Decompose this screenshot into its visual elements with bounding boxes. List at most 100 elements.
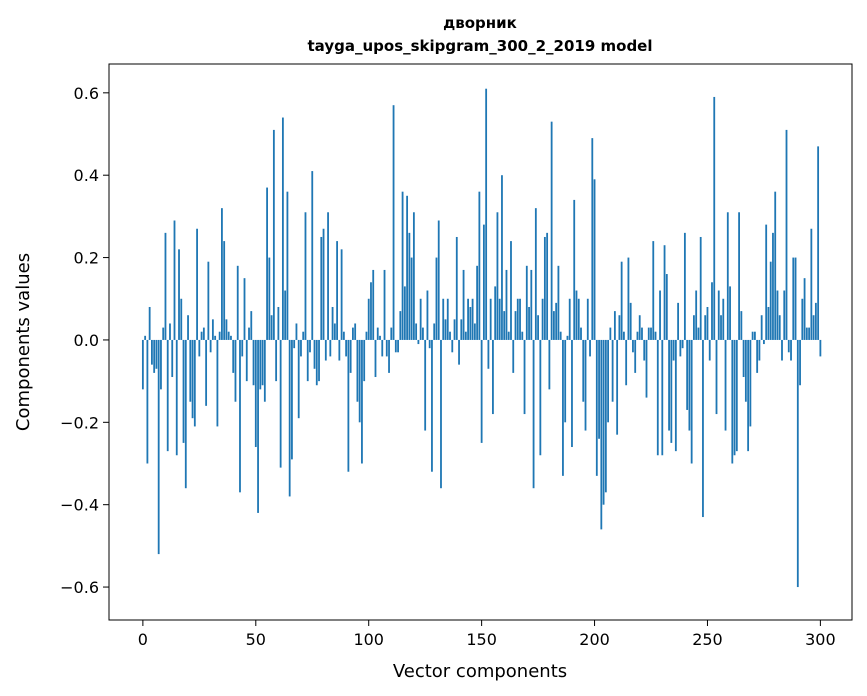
bar	[160, 339, 162, 390]
bar	[318, 339, 320, 382]
bar	[153, 339, 156, 373]
bar	[625, 339, 628, 386]
bar	[347, 339, 350, 472]
bar	[659, 290, 661, 340]
bar	[720, 315, 722, 340]
bar	[464, 331, 467, 340]
bar	[169, 323, 171, 340]
bar	[575, 290, 578, 340]
bar	[742, 339, 745, 378]
bar	[311, 171, 314, 340]
bar	[697, 327, 700, 340]
bar	[482, 224, 485, 340]
bar	[146, 339, 149, 464]
bar	[230, 335, 232, 340]
bar	[336, 241, 338, 340]
bar	[379, 335, 381, 340]
bar	[275, 339, 278, 382]
bar	[453, 319, 456, 340]
bar	[372, 269, 375, 340]
bar	[751, 331, 754, 340]
bar	[573, 199, 576, 340]
bar	[589, 339, 591, 357]
bar	[252, 339, 255, 386]
bar	[261, 339, 264, 386]
bar	[688, 339, 691, 431]
bar	[711, 282, 713, 340]
bar	[178, 249, 180, 340]
bar	[415, 323, 418, 340]
bar	[148, 306, 151, 340]
bar	[810, 228, 813, 340]
bar	[473, 323, 476, 340]
bar	[494, 286, 497, 340]
bar	[717, 290, 720, 340]
bar	[654, 331, 657, 340]
bar	[665, 274, 668, 340]
bar	[514, 311, 517, 340]
bar	[381, 339, 384, 357]
bar	[672, 339, 675, 361]
bar	[677, 302, 680, 340]
bar	[647, 327, 650, 340]
y-tick-label: 0.0	[74, 331, 99, 350]
bar	[202, 327, 205, 340]
bar	[670, 339, 673, 443]
bar	[668, 339, 670, 431]
bar	[794, 257, 797, 340]
bar	[288, 339, 291, 497]
bar	[686, 339, 689, 410]
bar	[191, 339, 194, 419]
bar	[446, 298, 449, 340]
bar	[370, 282, 372, 340]
bar	[223, 241, 226, 340]
bar	[783, 290, 786, 340]
bar	[442, 298, 445, 340]
bar	[198, 339, 201, 357]
bar-series	[141, 88, 822, 588]
bar	[611, 339, 614, 402]
bar	[376, 327, 379, 340]
bar	[562, 339, 564, 476]
bar	[367, 298, 370, 340]
bar	[731, 339, 734, 464]
chart-title-line-1: дворник	[443, 14, 517, 32]
bar	[747, 339, 750, 452]
bar	[501, 175, 503, 340]
bar	[342, 331, 345, 340]
bar	[291, 339, 293, 460]
bar	[645, 339, 648, 398]
bar	[449, 331, 451, 340]
bar	[232, 339, 235, 373]
bar	[767, 306, 770, 340]
bar	[776, 290, 779, 340]
bar	[383, 269, 386, 340]
bar	[345, 339, 348, 357]
bar	[410, 257, 413, 340]
bar	[781, 339, 783, 361]
bar	[361, 339, 363, 464]
bar	[437, 220, 440, 340]
bar	[451, 339, 454, 353]
bar	[227, 331, 230, 340]
bar	[248, 327, 250, 340]
bar	[566, 335, 569, 340]
bar	[715, 339, 718, 415]
bar	[234, 339, 237, 402]
bar	[175, 339, 178, 456]
bar	[735, 339, 738, 452]
bar	[193, 339, 196, 427]
bar	[519, 298, 521, 340]
bar	[805, 327, 808, 340]
bar	[510, 241, 512, 340]
bar	[699, 236, 702, 340]
x-tick-label: 300	[805, 630, 836, 649]
bar	[180, 298, 183, 340]
y-tick-label: 0.4	[74, 166, 99, 185]
bar	[286, 191, 289, 340]
bar	[300, 339, 302, 357]
bar	[356, 339, 359, 402]
bar	[399, 311, 402, 340]
x-tick-label: 250	[692, 630, 723, 649]
